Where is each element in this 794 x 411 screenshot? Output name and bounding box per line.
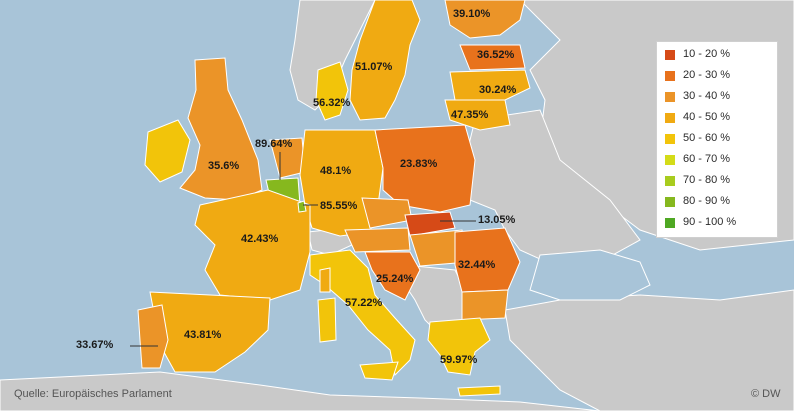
legend-label: 30 - 40 % [683, 90, 731, 102]
legend-item: 50 - 60 % [665, 132, 775, 146]
value-latvia: 36.52% [477, 49, 515, 61]
legend-swatch [665, 218, 675, 228]
legend-swatch [665, 155, 675, 165]
value-germany: 48.1% [320, 165, 352, 177]
legend-swatch [665, 176, 675, 186]
value-romania: 32.44% [458, 259, 496, 271]
legend-label: 90 - 100 % [683, 216, 737, 228]
country-czech [361, 197, 413, 229]
value-greece: 59.97% [440, 354, 478, 366]
country-france [194, 189, 311, 301]
value-luxembourg: 85.55% [320, 200, 358, 212]
legend-swatch [665, 134, 675, 144]
publisher-credit: © DW [751, 388, 781, 400]
value-slovakia: 13.05% [478, 214, 516, 226]
value-finland: 39.10% [453, 8, 491, 20]
country-poland [374, 124, 476, 213]
legend-label: 10 - 20 % [683, 48, 731, 60]
legend-item: 80 - 90 % [665, 195, 775, 209]
value-poland-north: 47.35% [451, 109, 489, 121]
country-denmark [315, 61, 349, 121]
legend-item: 30 - 40 % [665, 90, 775, 104]
legend-label: 60 - 70 % [683, 153, 731, 165]
country-ireland [144, 119, 191, 183]
country-lithuania [444, 99, 511, 131]
country-uk [179, 57, 263, 201]
legend: 10 - 20 % 20 - 30 % 30 - 40 % 40 - 50 % … [656, 41, 778, 238]
legend-label: 40 - 50 % [683, 111, 731, 123]
country-slovenia-croatia [364, 251, 421, 301]
country-portugal [137, 304, 169, 369]
legend-label: 20 - 30 % [683, 69, 731, 81]
legend-swatch [665, 92, 675, 102]
country-estonia [459, 44, 526, 71]
value-lithuania: 30.24% [479, 84, 517, 96]
value-belgium: 89.64% [255, 138, 293, 150]
value-poland: 23.83% [400, 158, 438, 170]
country-corsica [319, 267, 331, 293]
country-finland [444, 0, 526, 39]
value-portugal: 33.67% [76, 339, 114, 351]
country-sweden [349, 0, 421, 121]
country-sardinia [317, 297, 337, 343]
legend-label: 70 - 80 % [683, 174, 731, 186]
legend-swatch [665, 197, 675, 207]
legend-item: 10 - 20 % [665, 48, 775, 62]
country-sicily [359, 361, 399, 381]
legend-label: 80 - 90 % [683, 195, 731, 207]
legend-swatch [665, 71, 675, 81]
value-sweden: 51.07% [355, 61, 393, 73]
country-crete [457, 385, 501, 397]
value-italy: 57.22% [345, 297, 383, 309]
legend-item: 40 - 50 % [665, 111, 775, 125]
value-uk: 35.6% [208, 160, 240, 172]
land-black-sea-shore [529, 249, 651, 301]
legend-item: 20 - 30 % [665, 69, 775, 83]
country-luxembourg [297, 200, 307, 213]
legend-swatch [665, 50, 675, 60]
value-france: 42.43% [241, 233, 279, 245]
value-spain: 43.81% [184, 329, 222, 341]
country-austria [344, 227, 411, 253]
value-denmark: 56.32% [313, 97, 351, 109]
land-africa [0, 371, 601, 411]
country-bulgaria [461, 289, 509, 321]
legend-item: 90 - 100 % [665, 216, 775, 230]
legend-item: 70 - 80 % [665, 174, 775, 188]
country-latvia [449, 69, 531, 101]
legend-label: 50 - 60 % [683, 132, 731, 144]
legend-item: 60 - 70 % [665, 153, 775, 167]
value-croatia: 25.24% [376, 273, 414, 285]
country-greece [427, 317, 491, 376]
source-credit: Quelle: Europäisches Parlament [14, 388, 172, 400]
legend-swatch [665, 113, 675, 123]
